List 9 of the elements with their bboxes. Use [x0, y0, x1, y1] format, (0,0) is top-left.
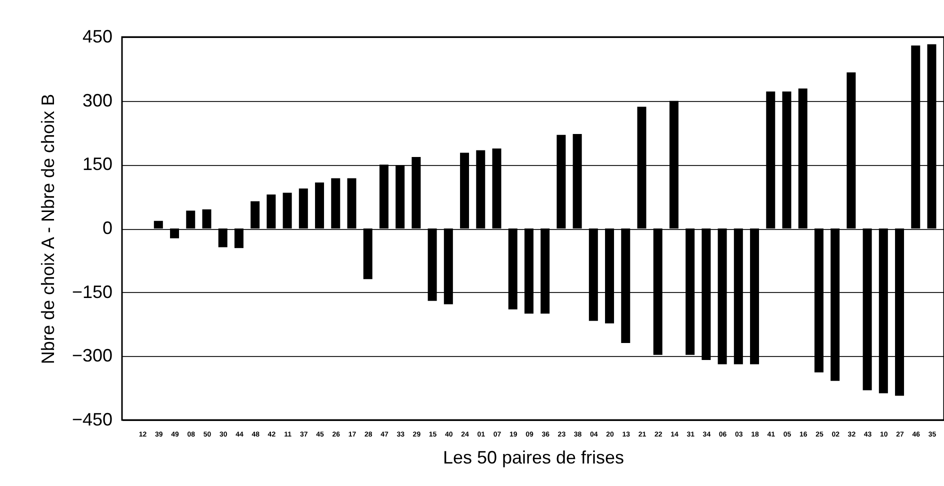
y-tick-label: 300: [82, 90, 112, 110]
y-tick-label: 150: [82, 154, 112, 174]
y-tick-label: −150: [72, 282, 112, 302]
y-tick-label: 0: [102, 218, 112, 238]
y-tick-label: 450: [82, 26, 112, 46]
y-tick-label: −300: [72, 346, 112, 366]
x-axis-title: Les 50 paires de frises: [442, 448, 624, 468]
y-tick-label: −450: [72, 410, 112, 430]
y-axis-title: Nbre de choix A - Nbre de choix B: [38, 94, 58, 364]
